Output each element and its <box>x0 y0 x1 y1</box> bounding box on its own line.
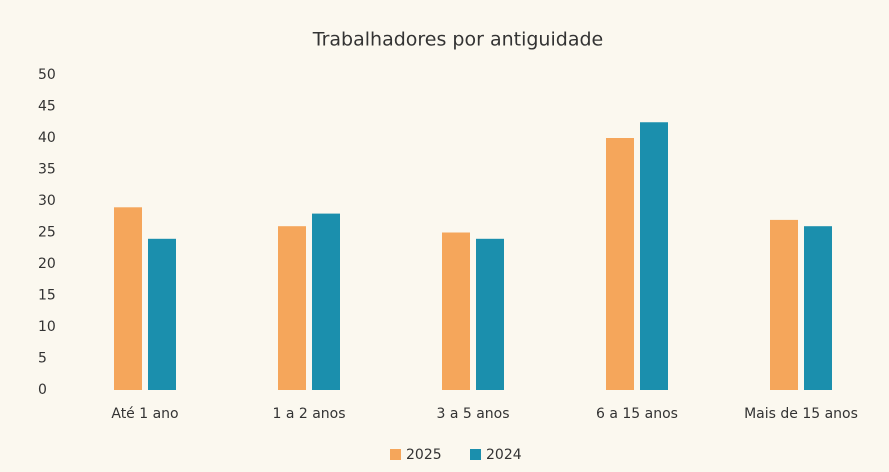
chart-title: Trabalhadores por antiguidade <box>312 29 603 51</box>
legend-swatch <box>390 449 401 460</box>
bar <box>770 219 798 390</box>
x-tick-label: 3 a 5 anos <box>436 406 509 422</box>
x-tick-label: Até 1 ano <box>111 406 178 422</box>
y-tick-label: 40 <box>38 130 56 146</box>
bar <box>442 232 470 390</box>
y-tick-label: 35 <box>38 162 56 178</box>
y-tick-label: 10 <box>38 319 56 335</box>
bar <box>148 238 176 390</box>
legend-label: 2025 <box>406 447 442 463</box>
x-tick-label: 6 a 15 anos <box>596 406 678 422</box>
y-tick-label: 50 <box>38 67 56 83</box>
y-tick-label: 5 <box>38 351 47 367</box>
x-tick-label: Mais de 15 anos <box>744 406 858 422</box>
x-tick-label: 1 a 2 anos <box>272 406 345 422</box>
y-tick-label: 20 <box>38 256 56 272</box>
bar <box>640 122 668 390</box>
bar <box>476 238 504 390</box>
y-tick-label: 45 <box>38 99 56 115</box>
legend-swatch <box>470 449 481 460</box>
y-tick-label: 30 <box>38 193 56 209</box>
bar <box>312 213 340 390</box>
bar <box>114 207 142 390</box>
bar <box>804 226 832 390</box>
bar <box>606 138 634 390</box>
y-tick-label: 25 <box>38 225 56 241</box>
y-tick-label: 0 <box>38 382 47 398</box>
bar <box>278 226 306 390</box>
y-tick-label: 15 <box>38 288 56 304</box>
legend-label: 2024 <box>486 447 522 463</box>
